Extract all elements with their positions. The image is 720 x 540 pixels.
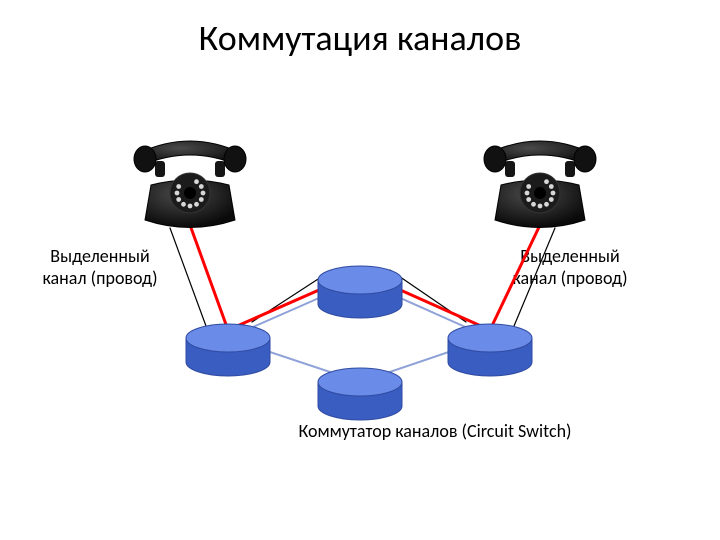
switch-node-top xyxy=(316,264,404,320)
switch-node-right xyxy=(446,322,534,378)
right-channel-label: Выделенный канал (провод) xyxy=(512,245,627,289)
right-channel-line1: Выделенный xyxy=(520,245,619,267)
left-channel-line1: Выделенный xyxy=(50,245,149,267)
right-channel-line2: канал (провод) xyxy=(512,267,627,289)
page-title: Коммутация каналов xyxy=(199,16,522,60)
switch-caption: Коммутатор каналов (Circuit Switch) xyxy=(299,420,572,442)
telephone-left-icon xyxy=(125,125,255,235)
telephone-right-icon xyxy=(475,125,605,235)
switch-node-bottom xyxy=(316,366,404,422)
left-channel-line2: канал (провод) xyxy=(42,267,157,289)
left-channel-label: Выделенный канал (провод) xyxy=(42,245,157,289)
switch-node-left xyxy=(184,322,272,378)
